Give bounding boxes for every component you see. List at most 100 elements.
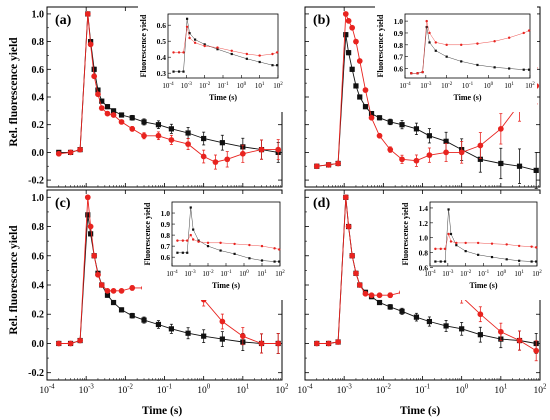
x-tick-label: 10-3 bbox=[79, 384, 95, 396]
inset-x-tick-label: 10-4 bbox=[399, 81, 411, 90]
inset-x-tick-label: 101 bbox=[257, 269, 267, 278]
red-circle-marker bbox=[185, 25, 189, 29]
inset-y-tick-label: 0.3 bbox=[157, 69, 167, 78]
black-square-marker bbox=[186, 251, 189, 254]
black-square-marker bbox=[206, 245, 210, 248]
inset-x-tick-label: 100 bbox=[497, 269, 507, 278]
black-square-marker bbox=[273, 260, 276, 263]
red-circle-marker bbox=[206, 241, 210, 245]
red-circle-marker bbox=[155, 132, 162, 139]
y-axis-label-bottom: Rel. fluorescence yield bbox=[8, 225, 20, 335]
black-square-marker bbox=[518, 259, 521, 262]
inset-y-tick-label: 0.7 bbox=[394, 53, 404, 62]
black-square-marker bbox=[498, 160, 504, 167]
inset-y-tick-label: 0.8 bbox=[394, 41, 404, 50]
red-circle-marker bbox=[443, 247, 447, 251]
red-circle-marker bbox=[477, 311, 484, 318]
y-tick-label: -0.2 bbox=[28, 368, 44, 379]
red-circle-marker bbox=[399, 156, 405, 163]
panels: -0.20.00.20.40.60.81.0 (a)0.30.40.50.610-… bbox=[28, 6, 547, 396]
inset-x-tick-label: 102 bbox=[275, 269, 285, 278]
red-circle-marker bbox=[497, 125, 504, 132]
inset-x-tick-label: 10-1 bbox=[220, 269, 232, 278]
red-circle-marker bbox=[91, 73, 98, 80]
black-square-marker bbox=[168, 126, 174, 132]
red-circle-marker bbox=[230, 49, 233, 53]
panel-label: (b) bbox=[313, 13, 330, 28]
inset-y-tick-label: 0.6 bbox=[394, 65, 404, 74]
black-square-marker bbox=[141, 317, 147, 323]
panel-a: -0.2 0.0 0.2 0.4 0.6 0.8 1.0 (a) 0.3 0.4 0.5 0.6 10-… bbox=[28, 6, 285, 188]
black-square-marker bbox=[399, 122, 405, 128]
y-tick-label: 0.8 bbox=[32, 222, 45, 233]
red-circle-marker bbox=[527, 29, 531, 32]
black-square-marker bbox=[85, 212, 91, 218]
panel-label: (a) bbox=[55, 13, 72, 28]
red-circle-marker bbox=[129, 285, 136, 291]
black-square-marker bbox=[426, 133, 432, 139]
inset-x-tick-label: 10-2 bbox=[202, 269, 214, 278]
red-circle-marker bbox=[258, 146, 265, 153]
inset-y-tick-label: 1.0 bbox=[161, 209, 171, 218]
red-circle-marker bbox=[464, 241, 467, 245]
black-square-marker bbox=[477, 253, 480, 256]
red-circle-marker bbox=[168, 137, 175, 143]
x-tick-label: 102 bbox=[534, 384, 548, 396]
red-circle-marker bbox=[193, 41, 197, 45]
red-circle-marker bbox=[356, 282, 363, 288]
black-square-marker bbox=[443, 323, 449, 329]
black-square-marker bbox=[493, 66, 496, 69]
red-circle-marker bbox=[413, 157, 420, 164]
inset-x-axis-label: Time (s) bbox=[212, 281, 240, 290]
black-square-marker bbox=[447, 208, 450, 211]
black-square-marker bbox=[426, 318, 432, 325]
x-tick-label: 10-2 bbox=[118, 384, 134, 396]
black-square-marker bbox=[219, 140, 225, 146]
red-circle-marker bbox=[245, 52, 249, 56]
red-circle-marker bbox=[476, 241, 480, 245]
x-tick-label: 100 bbox=[455, 384, 469, 396]
red-circle-marker bbox=[335, 339, 341, 345]
panel-b: (b) 0.6 0.7 0.8 0.9 1.0 10-4 10-3 10-2 10-1 100 101… bbox=[304, 6, 541, 189]
y-tick-label: 0.4 bbox=[32, 93, 45, 104]
inset-y-tick-label: 0.6 bbox=[161, 253, 171, 262]
inset-y-tick-label: 0.9 bbox=[161, 220, 171, 229]
inset-x-tick-label: 10-2 bbox=[460, 269, 472, 278]
black-square-marker bbox=[443, 138, 449, 144]
y-tick-label: 0.2 bbox=[32, 310, 45, 321]
black-square-marker bbox=[118, 307, 125, 313]
red-circle-marker bbox=[185, 141, 191, 147]
red-circle-marker bbox=[118, 119, 125, 125]
black-square-marker bbox=[185, 130, 191, 136]
x-tick-label: 10-2 bbox=[376, 384, 392, 396]
black-square-marker bbox=[129, 313, 135, 319]
black-square-marker bbox=[155, 122, 162, 128]
inset-x-axis-label: Time (s) bbox=[453, 93, 481, 102]
black-square-marker bbox=[91, 66, 97, 72]
x-tick-label: 102 bbox=[276, 384, 290, 396]
y-tick-label: 0.6 bbox=[32, 251, 45, 262]
red-circle-marker bbox=[335, 160, 341, 167]
inset-x-tick-label: 100 bbox=[239, 269, 249, 278]
red-circle-marker bbox=[353, 270, 359, 277]
red-circle-marker bbox=[182, 51, 185, 54]
red-circle-marker bbox=[368, 114, 375, 121]
black-square-marker bbox=[118, 112, 125, 118]
black-square-marker bbox=[278, 260, 281, 263]
inset-x-tick-label: 10-1 bbox=[478, 269, 490, 278]
red-circle-marker bbox=[104, 287, 111, 294]
black-square-marker bbox=[349, 66, 355, 72]
black-square-marker bbox=[260, 259, 264, 262]
red-circle-marker bbox=[434, 41, 437, 44]
black-square-marker bbox=[376, 115, 383, 121]
black-square-marker bbox=[258, 60, 261, 64]
inset-y-tick-label: 0.6 bbox=[157, 21, 167, 30]
red-circle-marker bbox=[455, 241, 458, 245]
red-circle-marker bbox=[421, 70, 424, 74]
red-circle-marker bbox=[181, 239, 185, 242]
red-circle-marker bbox=[516, 337, 523, 344]
black-square-marker bbox=[189, 206, 192, 209]
red-circle-marker bbox=[345, 17, 352, 24]
red-circle-marker bbox=[188, 36, 191, 40]
black-square-marker bbox=[428, 41, 431, 44]
